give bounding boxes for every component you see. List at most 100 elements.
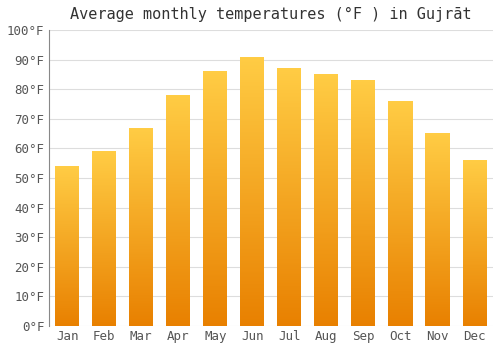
Bar: [462, 259, 486, 260]
Title: Average monthly temperatures (°F ) in Gujrāt: Average monthly temperatures (°F ) in Gu…: [70, 7, 471, 22]
Bar: [352, 138, 376, 139]
Bar: [203, 85, 228, 87]
Bar: [462, 317, 486, 318]
Bar: [129, 141, 153, 142]
Bar: [462, 234, 486, 236]
Bar: [240, 299, 264, 300]
Bar: [388, 156, 412, 157]
Bar: [129, 201, 153, 202]
Bar: [203, 188, 228, 190]
Bar: [426, 213, 450, 214]
Bar: [352, 230, 376, 231]
Bar: [314, 174, 338, 175]
Bar: [462, 224, 486, 225]
Bar: [314, 166, 338, 168]
Bar: [388, 218, 412, 219]
Bar: [203, 303, 228, 304]
Bar: [314, 284, 338, 286]
Bar: [166, 274, 190, 275]
Bar: [426, 300, 450, 301]
Bar: [166, 229, 190, 230]
Bar: [203, 218, 228, 219]
Bar: [278, 136, 301, 138]
Bar: [240, 187, 264, 189]
Bar: [129, 161, 153, 162]
Bar: [462, 271, 486, 272]
Bar: [92, 269, 116, 270]
Bar: [352, 234, 376, 235]
Bar: [92, 177, 116, 178]
Bar: [278, 110, 301, 111]
Bar: [314, 118, 338, 120]
Bar: [203, 150, 228, 152]
Bar: [55, 259, 79, 260]
Bar: [203, 224, 228, 225]
Bar: [278, 199, 301, 201]
Bar: [314, 136, 338, 137]
Bar: [92, 263, 116, 264]
Bar: [352, 139, 376, 140]
Bar: [129, 315, 153, 316]
Bar: [426, 163, 450, 164]
Bar: [92, 155, 116, 156]
Bar: [426, 164, 450, 165]
Bar: [426, 243, 450, 244]
Bar: [462, 302, 486, 303]
Bar: [55, 196, 79, 197]
Bar: [278, 159, 301, 160]
Bar: [240, 83, 264, 85]
Bar: [166, 166, 190, 167]
Bar: [462, 250, 486, 251]
Bar: [55, 250, 79, 251]
Bar: [426, 222, 450, 223]
Bar: [314, 156, 338, 158]
Bar: [92, 323, 116, 324]
Bar: [129, 250, 153, 251]
Bar: [203, 194, 228, 195]
Bar: [166, 167, 190, 168]
Bar: [462, 284, 486, 285]
Bar: [388, 311, 412, 313]
Bar: [462, 268, 486, 269]
Bar: [55, 315, 79, 316]
Bar: [388, 227, 412, 228]
Bar: [426, 205, 450, 206]
Bar: [166, 307, 190, 309]
Bar: [352, 159, 376, 160]
Bar: [462, 218, 486, 219]
Bar: [314, 204, 338, 205]
Bar: [129, 131, 153, 132]
Bar: [92, 231, 116, 232]
Bar: [166, 321, 190, 322]
Bar: [388, 131, 412, 133]
Bar: [55, 245, 79, 246]
Bar: [92, 293, 116, 294]
Bar: [352, 304, 376, 305]
Bar: [129, 215, 153, 216]
Bar: [240, 184, 264, 186]
Bar: [314, 110, 338, 111]
Bar: [278, 83, 301, 84]
Bar: [426, 254, 450, 256]
Bar: [388, 146, 412, 147]
Bar: [55, 224, 79, 225]
Bar: [388, 306, 412, 307]
Bar: [352, 241, 376, 243]
Bar: [129, 162, 153, 163]
Bar: [426, 271, 450, 272]
Bar: [166, 177, 190, 178]
Bar: [278, 121, 301, 122]
Bar: [92, 169, 116, 170]
Bar: [278, 319, 301, 321]
Bar: [426, 280, 450, 281]
Bar: [352, 165, 376, 166]
Bar: [388, 113, 412, 114]
Bar: [129, 238, 153, 239]
Bar: [92, 250, 116, 251]
Bar: [129, 190, 153, 191]
Bar: [388, 117, 412, 118]
Bar: [203, 134, 228, 135]
Bar: [388, 320, 412, 321]
Bar: [388, 153, 412, 154]
Bar: [462, 240, 486, 241]
